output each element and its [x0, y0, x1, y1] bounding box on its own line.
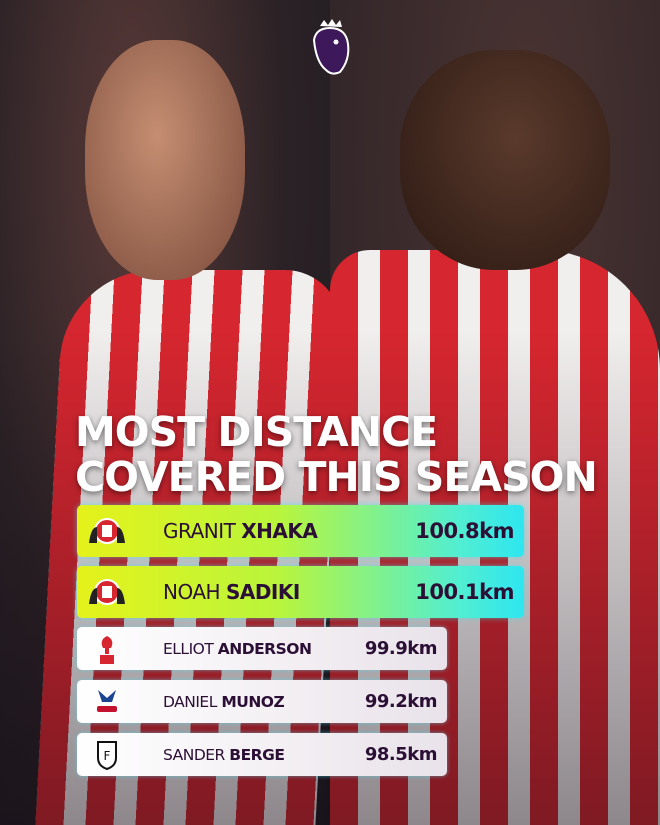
distance-value: 99.2km [364, 691, 438, 712]
player-name: GRANIT XHAKA [137, 519, 415, 543]
player-first-name: NOAH [163, 580, 221, 604]
nottingham-forest-crest-icon [77, 632, 137, 666]
player-name: DANIEL MUNOZ [137, 693, 365, 711]
player-name: NOAH SADIKI [137, 580, 415, 604]
crystal-palace-crest-icon [77, 686, 137, 718]
player-last-name: SADIKI [225, 580, 300, 604]
sunderland-crest-icon [77, 513, 137, 549]
player-first-name: ELLIOT [163, 639, 214, 658]
ranking-row: NOAH SADIKI 100.1km [77, 566, 524, 618]
page-title: MOST DISTANCE COVERED THIS SEASON [75, 408, 598, 501]
sunderland-crest-icon [77, 574, 137, 610]
distance-value: 99.9km [364, 638, 438, 659]
distance-value: 100.1km [415, 580, 514, 604]
ranking-row: DANIEL MUNOZ 99.2km [77, 680, 447, 723]
distance-value: 100.8km [415, 519, 514, 543]
ranking-row: GRANIT XHAKA 100.8km [77, 505, 524, 557]
player-last-name: XHAKA [241, 519, 318, 543]
player-first-name: DANIEL [163, 692, 217, 711]
left-player-head [85, 40, 245, 280]
player-last-name: MUNOZ [221, 692, 285, 711]
player-first-name: GRANIT [163, 519, 236, 543]
premier-league-lion-icon [312, 19, 350, 75]
distance-value: 98.5km [364, 744, 438, 765]
svg-text:F: F [104, 749, 111, 763]
player-name: ELLIOT ANDERSON [137, 640, 365, 658]
right-player-head [400, 50, 610, 270]
ranking-row: ELLIOT ANDERSON 99.9km [77, 627, 447, 670]
player-last-name: ANDERSON [217, 639, 312, 658]
player-last-name: BERGE [229, 745, 285, 764]
title-line-1: MOST DISTANCE [75, 408, 438, 456]
ranking-row: F SANDER BERGE 98.5km [77, 733, 447, 776]
title-line-2: COVERED THIS SEASON [75, 453, 598, 501]
player-name: SANDER BERGE [137, 746, 365, 764]
fulham-crest-icon: F [77, 740, 137, 770]
player-first-name: SANDER [163, 745, 225, 764]
